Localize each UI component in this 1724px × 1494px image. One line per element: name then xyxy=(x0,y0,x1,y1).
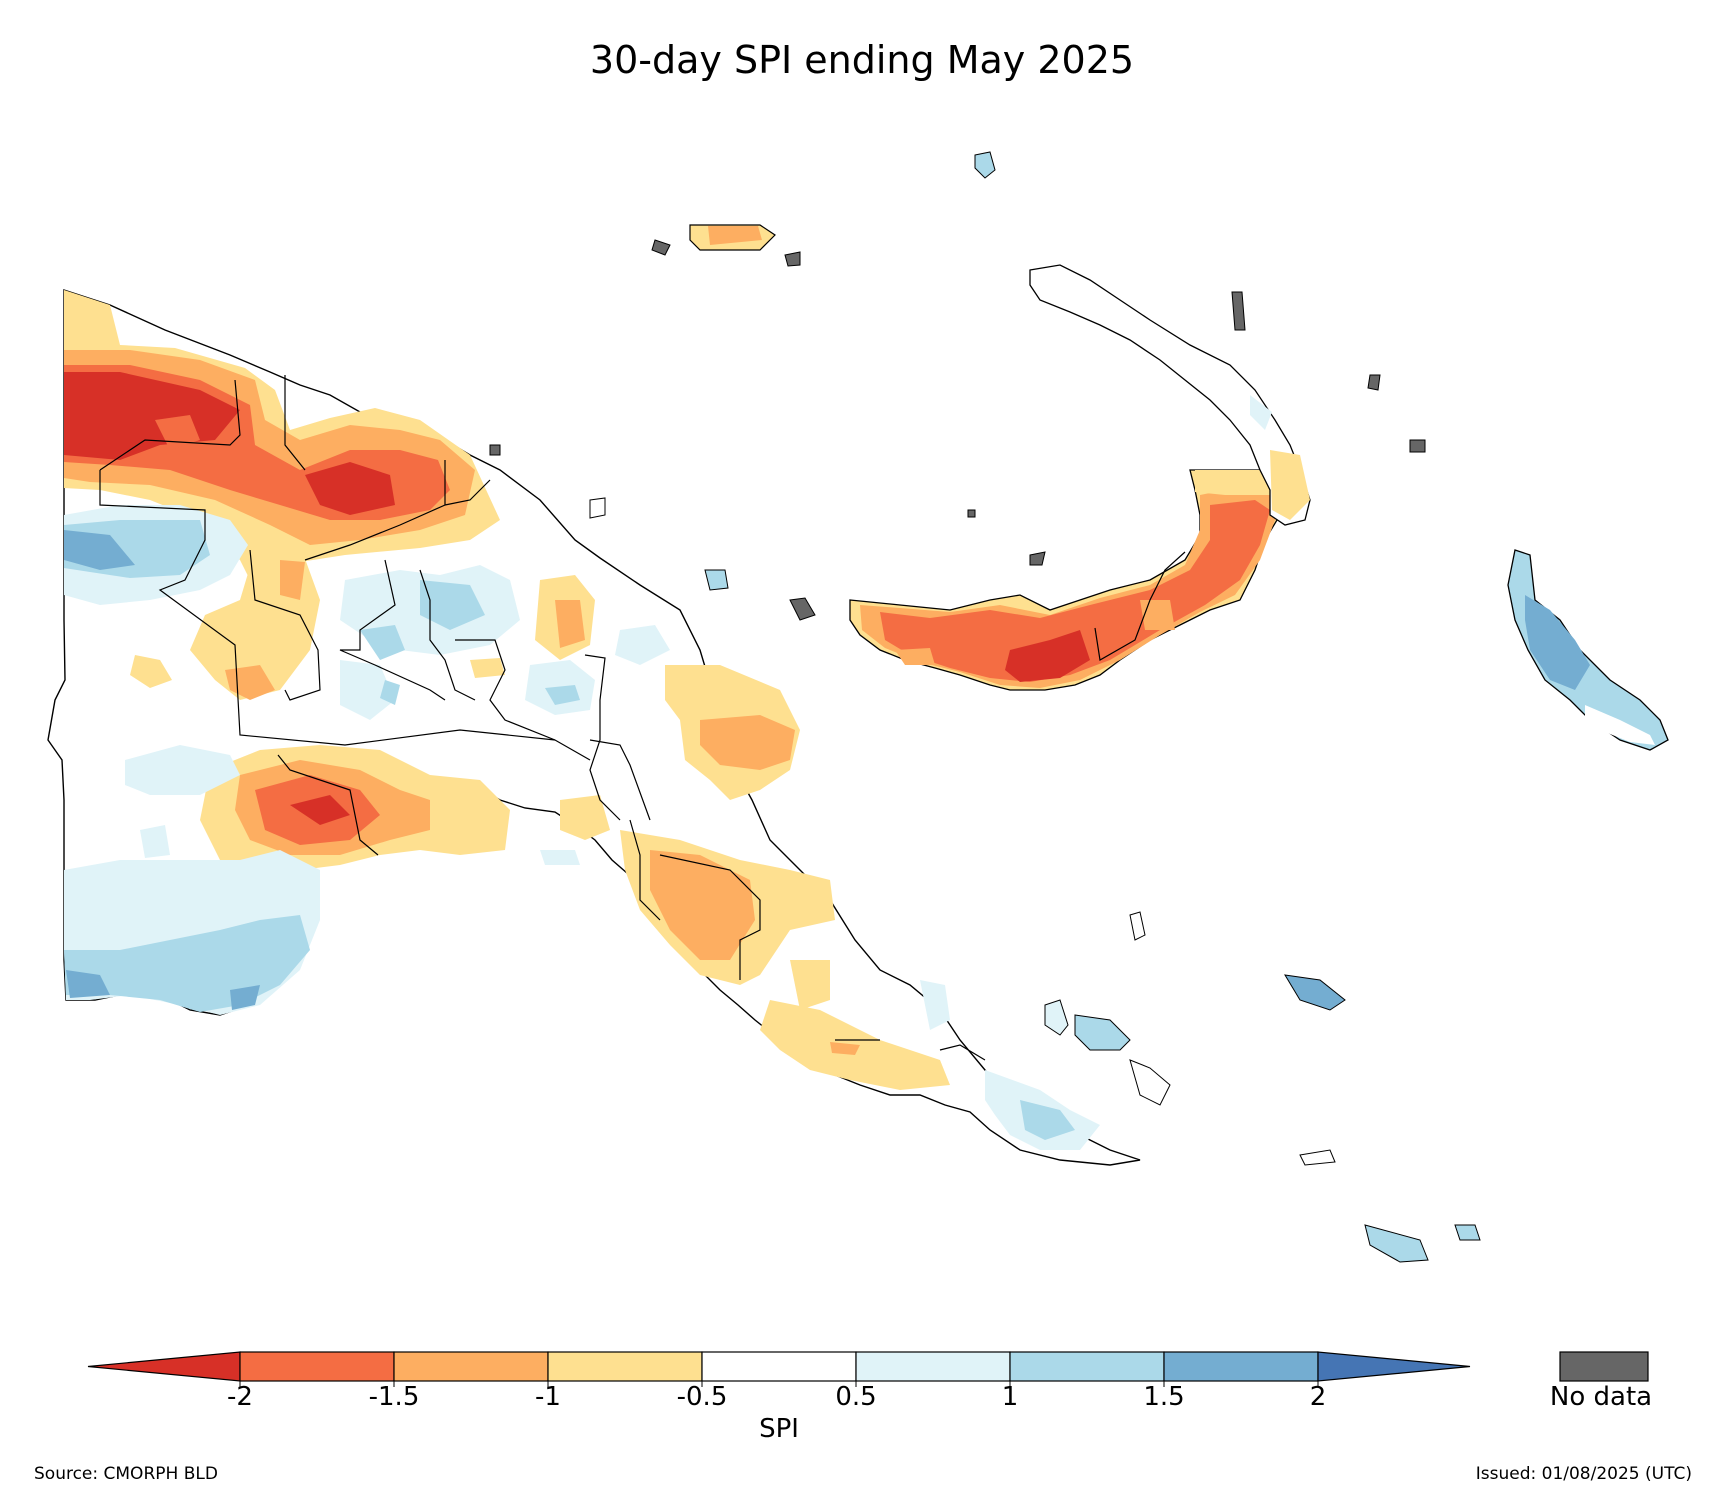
colorbar-segment xyxy=(547,1351,703,1382)
manus xyxy=(651,224,801,267)
new-britain xyxy=(849,469,1286,691)
colorbar-segment xyxy=(393,1351,549,1382)
colorbar-tick-label: -1 xyxy=(535,1382,561,1412)
colorbar-label: SPI xyxy=(759,1414,799,1444)
colorbar-segment xyxy=(855,1351,1011,1382)
colorbar-segment xyxy=(701,1351,857,1382)
colorbar-tick-label: -2 xyxy=(227,1382,253,1412)
colorbar-extend-low xyxy=(87,1351,241,1382)
issued-text: Issued: 01/08/2025 (UTC) xyxy=(1475,1464,1692,1484)
colorbar-extend-high xyxy=(1317,1351,1471,1382)
colorbar xyxy=(87,1351,1471,1387)
province-boundaries xyxy=(99,375,986,1061)
small-islands xyxy=(489,151,1481,1263)
colorbar-tick-label: 0.5 xyxy=(835,1382,877,1412)
colorbar-tick-label: 1 xyxy=(1001,1382,1019,1412)
new-ireland xyxy=(1029,264,1311,526)
no-data-label: No data xyxy=(1549,1382,1653,1412)
colorbar-tick-label: -0.5 xyxy=(676,1382,728,1412)
colorbar-segment xyxy=(1163,1351,1319,1382)
colorbar-segment xyxy=(1009,1351,1165,1382)
source-text: Source: CMORPH BLD xyxy=(34,1464,218,1484)
map-title: 30-day SPI ending May 2025 xyxy=(589,38,1135,82)
colorbar-tick-label: 1.5 xyxy=(1143,1382,1185,1412)
mainland xyxy=(47,289,1141,1166)
colorbar-tick-label: 2 xyxy=(1309,1382,1327,1412)
no-data-swatch xyxy=(1559,1351,1649,1382)
colorbar-segment xyxy=(239,1351,395,1382)
colorbar-tick-label: -1.5 xyxy=(368,1382,420,1412)
bougainville xyxy=(1507,549,1669,751)
